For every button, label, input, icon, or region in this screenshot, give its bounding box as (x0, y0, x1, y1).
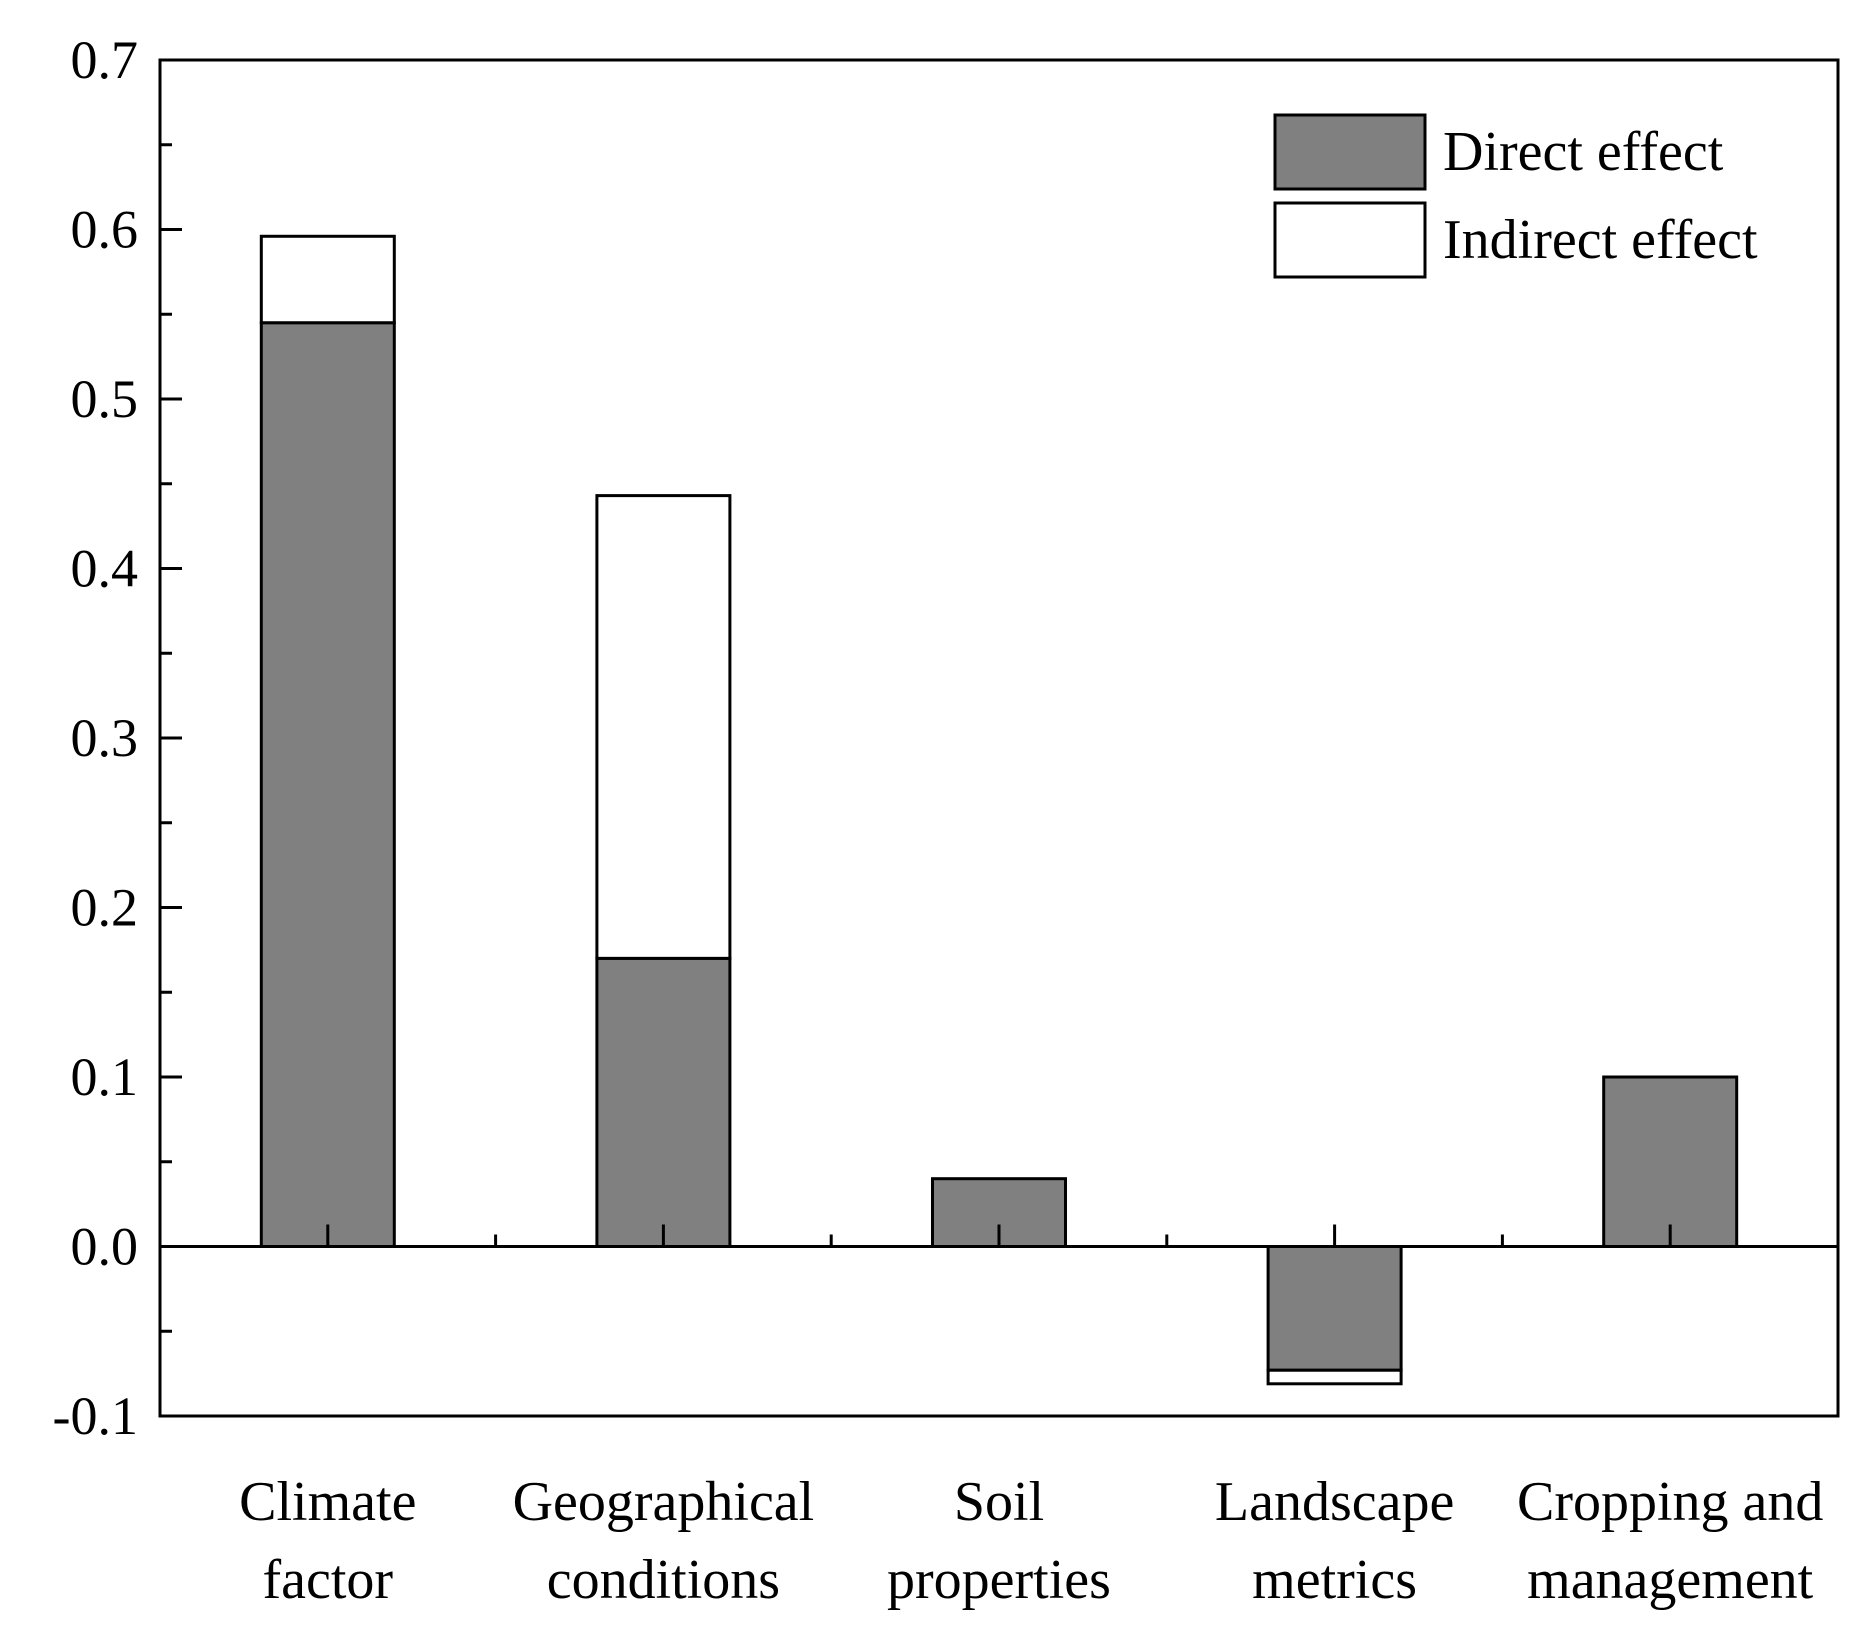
y-tick-label: 0.2 (71, 878, 139, 938)
bar-direct-3 (1266, 1245, 1403, 1372)
x-category-labels-group: Climate factor Geographical conditions Soil p… (239, 1471, 1823, 1611)
x-category-label: properties (887, 1549, 1111, 1611)
x-category-label: conditions (547, 1549, 780, 1611)
x-category-label: Geographical (513, 1471, 815, 1533)
bars-group (259, 234, 1739, 1386)
y-tick-label: 0.3 (71, 708, 139, 768)
x-category-label: Cropping and (1517, 1471, 1823, 1533)
y-tick-labels-group: -0.1 0.0 0.1 0.2 0.3 0.4 0.5 0.6 0.7 (53, 30, 138, 1446)
legend-label-indirect: Indirect effect (1443, 209, 1758, 271)
x-category-label: metrics (1252, 1549, 1417, 1611)
y-tick-label: -0.1 (53, 1386, 138, 1446)
bar-indirect-0 (259, 234, 396, 325)
bar-direct-0 (259, 321, 396, 1249)
x-category-label: factor (263, 1549, 394, 1611)
bar-direct-1 (595, 956, 732, 1248)
y-tick-label: 0.7 (71, 30, 139, 90)
y-tick-label: 0.0 (71, 1217, 139, 1277)
plot-frame (158, 58, 1840, 1418)
y-tick-label: 0.6 (71, 200, 139, 260)
y-tick-label: 0.5 (71, 369, 139, 429)
x-category-label: Soil (954, 1471, 1044, 1533)
x-category-label: Landscape (1215, 1471, 1454, 1533)
x-category-label: Climate (239, 1471, 416, 1533)
legend-swatch-indirect (1273, 201, 1427, 279)
legend-label-direct: Direct effect (1443, 121, 1724, 183)
legend: Direct effect Indirect effect (1273, 113, 1758, 279)
legend-swatch-direct (1273, 113, 1427, 191)
bar-direct-4 (1602, 1075, 1739, 1248)
bar-indirect-3 (1266, 1368, 1403, 1386)
x-category-label: management (1527, 1549, 1814, 1611)
y-tick-label: 0.1 (71, 1047, 139, 1107)
y-tick-label: 0.4 (71, 539, 139, 599)
bar-indirect-1 (595, 494, 732, 960)
